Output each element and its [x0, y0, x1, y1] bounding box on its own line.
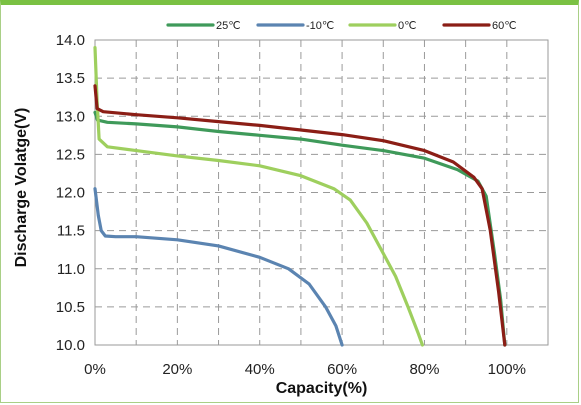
x-tick-labels: 0% 20% 40% 60% 80% 100% [84, 361, 526, 378]
x-tick-label: 60% [327, 361, 357, 378]
y-tick-labels: 14.0 13.5 13.0 12.5 12.0 11.5 11.0 10.5 10.0 [56, 32, 85, 354]
legend-label: 25℃ [216, 20, 241, 32]
series-line [93, 110, 507, 347]
legend-label: 60℃ [492, 20, 517, 32]
series-lines [93, 46, 507, 347]
series-line [93, 46, 424, 347]
x-tick-label: 0% [84, 361, 106, 378]
y-axis-label: Discharge Volatge(V) [13, 108, 30, 268]
y-tick-label: 13.0 [56, 108, 85, 125]
y-tick-label: 12.5 [56, 146, 85, 163]
legend-label: -10℃ [306, 20, 334, 32]
y-tick-label: 10.0 [56, 337, 85, 354]
x-tick-label: 80% [409, 361, 439, 378]
y-tick-label: 10.5 [56, 299, 85, 316]
series-line [93, 187, 344, 347]
y-tick-label: 11.5 [57, 223, 85, 240]
x-tick-label: 20% [162, 361, 192, 378]
y-tick-label: 11.0 [57, 261, 85, 278]
x-axis-label: Capacity(%) [276, 380, 368, 397]
legend: 25℃ -10℃ 0℃ 60℃ [166, 20, 517, 32]
y-tick-label: 13.5 [56, 70, 85, 87]
y-tick-label: 14.0 [56, 32, 85, 49]
legend-label: 0℃ [398, 20, 416, 32]
x-tick-label: 40% [245, 361, 275, 378]
y-tick-label: 12.0 [56, 185, 85, 202]
series-line [93, 84, 507, 347]
x-tick-label: 100% [488, 361, 526, 378]
